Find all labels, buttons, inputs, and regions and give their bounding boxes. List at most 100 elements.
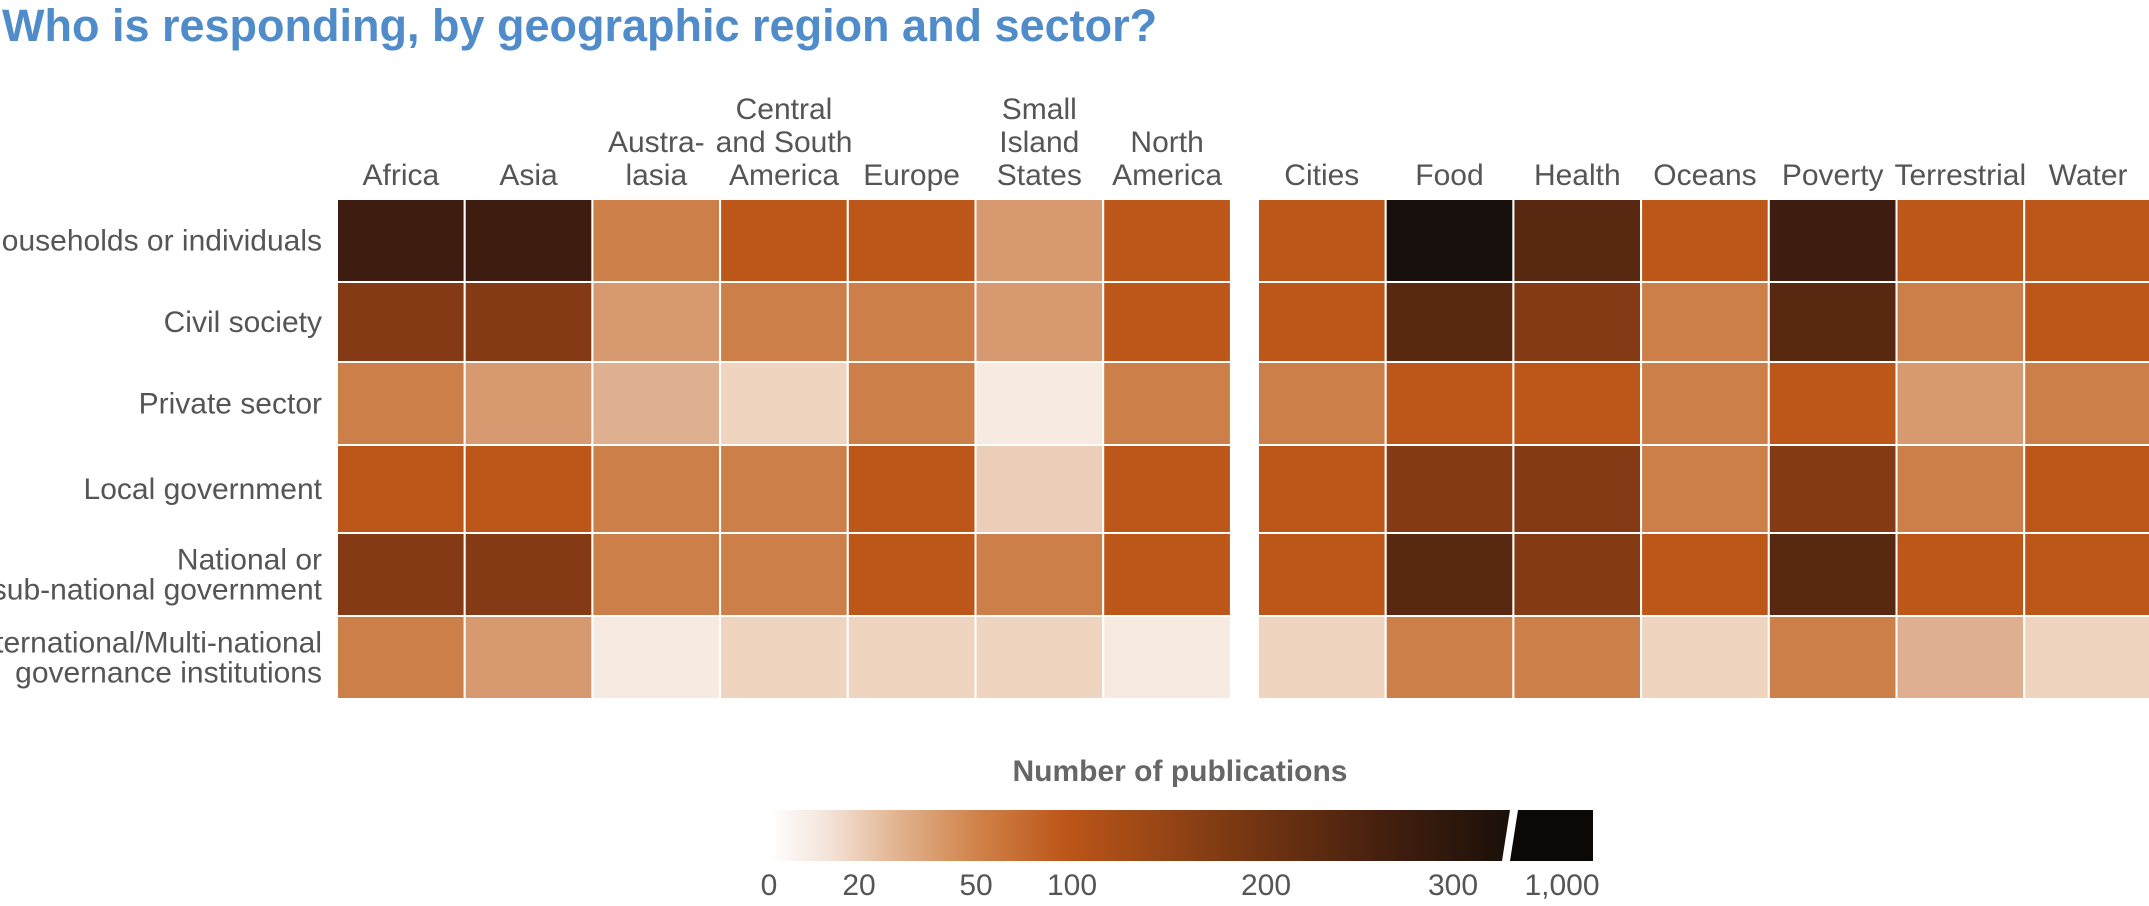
heatmap-cell	[1767, 615, 1898, 700]
heatmap-cell	[463, 198, 594, 283]
heatmap-cell	[1767, 532, 1898, 617]
heatmap-cell	[719, 615, 849, 700]
heatmap-cell	[1257, 532, 1387, 617]
column-label: lasia	[625, 159, 687, 192]
chart-title: Who is responding, by geographic region …	[2, 0, 1158, 51]
heatmap-cell	[591, 361, 722, 446]
heatmap-cell	[1512, 198, 1643, 283]
colorbar-tick-label: 200	[1241, 869, 1291, 902]
column-label: Food	[1415, 159, 1483, 192]
row-label: International/Multi-national	[0, 627, 322, 660]
heatmap-cell	[1767, 361, 1898, 446]
heatmap-cell	[1640, 281, 1770, 363]
heatmap-cell	[1257, 444, 1387, 534]
heatmap-cell	[1384, 281, 1515, 363]
heatmap-cell	[846, 615, 977, 700]
heatmap-cell	[974, 361, 1105, 446]
colorbar-title: Number of publications	[1012, 755, 1347, 788]
heatmap-cell	[719, 198, 849, 283]
heatmap-cell	[1895, 532, 2026, 617]
heatmap-cell	[1895, 198, 2026, 283]
colorbar-tick-label: 300	[1428, 869, 1478, 902]
heatmap-cell	[719, 444, 849, 534]
heatmap-cell	[846, 198, 977, 283]
heatmap-cell	[1640, 361, 1770, 446]
heatmap-cell	[336, 281, 466, 363]
heatmap-cell	[1767, 444, 1898, 534]
heatmap-cell	[463, 615, 594, 700]
heatmap-cell	[463, 532, 594, 617]
row-label: Civil society	[164, 306, 322, 339]
heatmap-cell	[2023, 532, 2149, 617]
column-label: America	[729, 159, 839, 192]
row-label: governance institutions	[15, 657, 322, 690]
heatmap-cell	[719, 281, 849, 363]
column-label: Small	[1002, 93, 1077, 126]
heatmap-cell	[719, 361, 849, 446]
heatmap-cell	[1512, 361, 1643, 446]
heatmap-cell	[1257, 361, 1387, 446]
column-label: Oceans	[1653, 159, 1756, 192]
heatmap-cell	[2023, 281, 2149, 363]
heatmap-cell	[1102, 198, 1232, 283]
heatmap-cell	[336, 615, 466, 700]
heatmap-cell	[846, 361, 977, 446]
heatmap-cell	[463, 361, 594, 446]
heatmap-cell	[1640, 615, 1770, 700]
heatmap-cell	[1640, 532, 1770, 617]
column-label: Asia	[499, 159, 558, 192]
heatmap-cell	[1384, 198, 1515, 283]
column-label: America	[1112, 159, 1222, 192]
colorbar-gradient-bar	[770, 810, 1510, 861]
heatmap-cell	[1767, 198, 1898, 283]
heatmap-cell	[1512, 615, 1643, 700]
heatmap-cell	[336, 361, 466, 446]
column-label: Austra-	[608, 126, 705, 159]
heatmap-cell	[1257, 198, 1387, 283]
colorbar-tick-label: 0	[761, 869, 778, 902]
column-label: Water	[2049, 159, 2128, 192]
heatmap-cell	[1512, 444, 1643, 534]
colorbar-tick-label: 1,000	[1524, 869, 1599, 902]
column-label: and South	[716, 126, 853, 159]
column-label: Health	[1534, 159, 1621, 192]
heatmap-cell	[1895, 615, 2026, 700]
heatmap-cell	[974, 615, 1105, 700]
heatmap-cell	[719, 532, 849, 617]
row-label: Local government	[84, 473, 323, 506]
heatmap-cell	[591, 198, 722, 283]
heatmap-cell	[591, 444, 722, 534]
heatmap-cell	[1102, 532, 1232, 617]
colorbar-tick-label: 20	[842, 869, 875, 902]
heatmap-cell	[974, 532, 1105, 617]
column-label: Africa	[363, 159, 440, 192]
heatmap-cell	[1384, 444, 1515, 534]
heatmap-cell	[1895, 361, 2026, 446]
heatmap-cell	[1102, 281, 1232, 363]
heatmap-cell	[1102, 444, 1232, 534]
row-label: Households or individuals	[0, 225, 322, 258]
colorbar-legend: Number of publications 0 20 50 100 200 300 1,0…	[761, 755, 1600, 902]
heatmap-cell	[2023, 444, 2149, 534]
heatmap-cell	[1257, 281, 1387, 363]
row-labels: Households or individuals Civil society Pr…	[0, 225, 323, 690]
heatmap-cell	[2023, 198, 2149, 283]
column-label: Terrestrial	[1894, 159, 2026, 192]
heatmap-cell	[1257, 615, 1387, 700]
heatmap-cell	[974, 281, 1105, 363]
column-label: North	[1130, 126, 1203, 159]
colorbar-tick-label: 50	[959, 869, 992, 902]
heatmap-cell	[1102, 615, 1232, 700]
heatmap-cell	[1384, 532, 1515, 617]
heatmap-cell	[1640, 444, 1770, 534]
heatmap-cell	[846, 444, 977, 534]
row-label: National or	[177, 544, 322, 577]
heatmap-cell	[1767, 281, 1898, 363]
heatmap-cell	[1384, 615, 1515, 700]
heatmap-cell	[1512, 281, 1643, 363]
heatmap-cell	[463, 444, 594, 534]
colorbar-top-segment	[1510, 810, 1593, 861]
heatmap-cell	[846, 281, 977, 363]
